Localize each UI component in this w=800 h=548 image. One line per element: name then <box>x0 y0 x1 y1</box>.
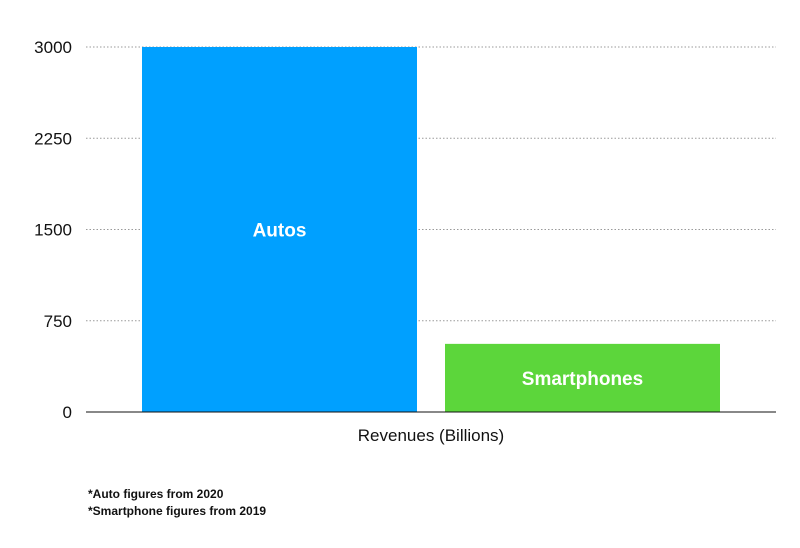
y-tick-label: 0 <box>63 403 72 422</box>
bars: Autos Smartphones <box>142 47 720 412</box>
footnote-smartphones: *Smartphone figures from 2019 <box>88 504 267 518</box>
bar-label-autos: Autos <box>253 221 307 242</box>
footnote-autos: *Auto figures from 2020 <box>88 487 224 501</box>
bar-label-smartphones: Smartphones <box>522 369 643 390</box>
bar-autos <box>142 47 417 412</box>
y-tick-label: 750 <box>44 312 72 331</box>
footnotes: *Auto figures from 2020 *Smartphone figu… <box>88 486 266 520</box>
bar-smartphones <box>445 343 720 412</box>
x-axis-label: Revenues (Billions) <box>358 426 504 445</box>
gridlines <box>86 46 776 322</box>
y-tick-label: 3000 <box>34 38 72 57</box>
y-tick-label: 2250 <box>34 129 72 148</box>
y-axis-ticks: 0 750 1500 2250 3000 <box>34 38 72 422</box>
y-tick-label: 1500 <box>34 221 72 240</box>
